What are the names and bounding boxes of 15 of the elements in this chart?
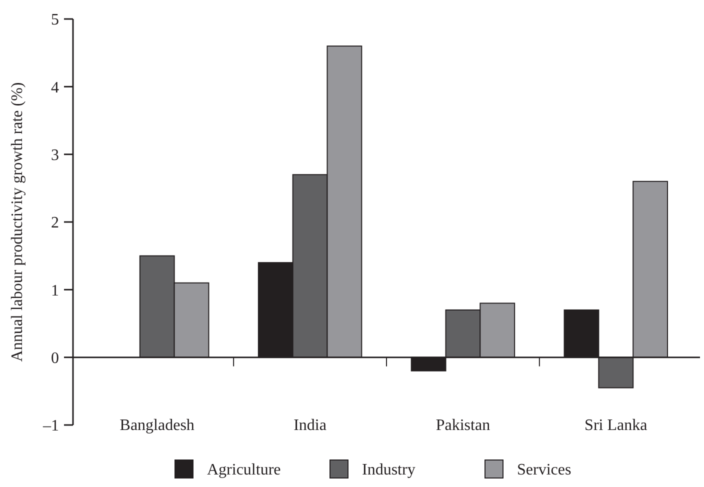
legend-label: Agriculture xyxy=(207,462,281,479)
y-tick-label: 1 xyxy=(51,282,59,300)
y-tick-label: 5 xyxy=(51,12,59,29)
legend-label: Industry xyxy=(362,462,416,479)
y-axis-title: Annual labour productivity growth rate (%) xyxy=(9,82,26,362)
x-tick-label: India xyxy=(294,416,326,434)
y-tick-label: –1 xyxy=(42,418,59,435)
x-tick-label: Pakistan xyxy=(436,416,490,434)
legend-label: Services xyxy=(517,462,572,479)
y-tick-label: 3 xyxy=(51,146,59,164)
y-tick-label: 4 xyxy=(51,79,59,96)
y-tick-label: 0 xyxy=(51,350,59,367)
x-tick-label: Sri Lanka xyxy=(584,416,648,434)
x-tick-label: Bangladesh xyxy=(120,416,194,434)
y-tick-label: 2 xyxy=(51,214,59,232)
